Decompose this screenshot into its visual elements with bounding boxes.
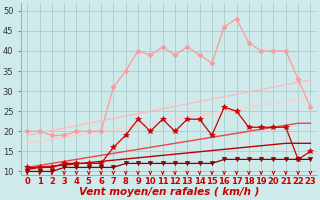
X-axis label: Vent moyen/en rafales ( km/h ): Vent moyen/en rafales ( km/h ) xyxy=(79,187,259,197)
